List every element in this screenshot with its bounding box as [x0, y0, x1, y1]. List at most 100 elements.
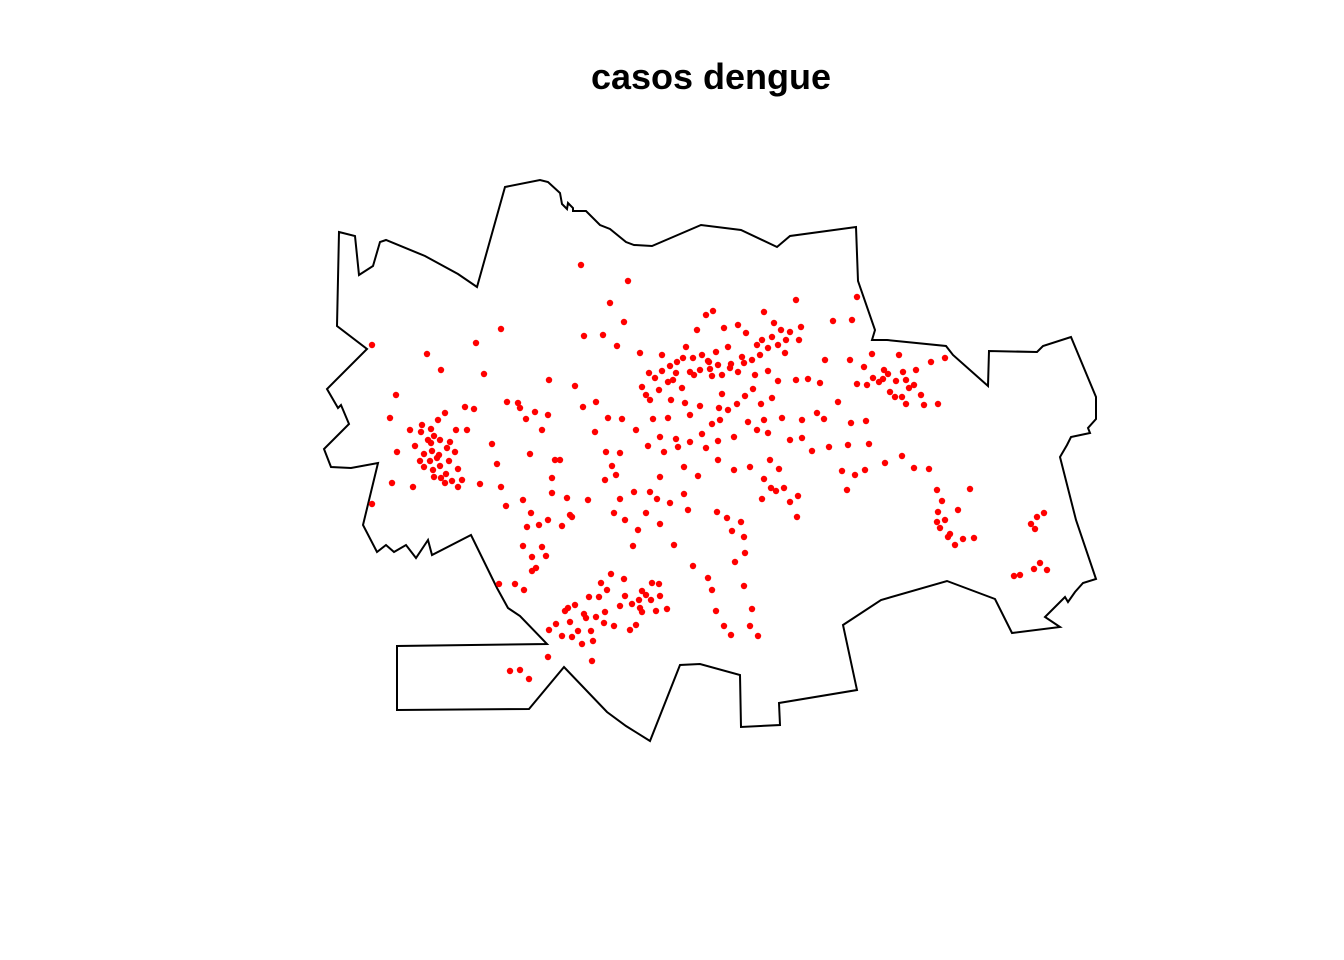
case-point	[712, 607, 720, 615]
case-point	[454, 465, 462, 473]
case-point	[881, 459, 889, 467]
case-point	[607, 570, 615, 578]
case-point	[476, 480, 484, 488]
case-point	[516, 404, 524, 412]
case-point	[767, 484, 775, 492]
case-point	[522, 415, 530, 423]
case-point	[516, 666, 524, 674]
case-point	[846, 356, 854, 364]
case-point	[642, 391, 650, 399]
case-point	[426, 457, 434, 465]
case-point	[689, 562, 697, 570]
case-point	[709, 307, 717, 315]
case-point	[599, 331, 607, 339]
case-point	[731, 558, 739, 566]
case-point	[638, 587, 646, 595]
case-point	[696, 402, 704, 410]
case-point	[624, 277, 632, 285]
case-point	[669, 376, 677, 384]
case-point	[638, 383, 646, 391]
case-point	[519, 542, 527, 550]
case-point	[1036, 559, 1044, 567]
case-point	[548, 474, 556, 482]
case-point	[863, 381, 871, 389]
case-point	[604, 414, 612, 422]
case-point	[566, 511, 574, 519]
case-point	[902, 400, 910, 408]
case-point	[1010, 572, 1018, 580]
case-point	[682, 343, 690, 351]
case-point	[406, 426, 414, 434]
case-point	[798, 434, 806, 442]
case-point	[577, 261, 585, 269]
case-point	[368, 341, 376, 349]
case-point	[768, 333, 776, 341]
case-point	[386, 414, 394, 422]
case-point	[544, 653, 552, 661]
case-point	[927, 358, 935, 366]
case-point	[740, 533, 748, 541]
case-point	[792, 296, 800, 304]
case-point	[899, 368, 907, 376]
case-point	[746, 622, 754, 630]
case-point	[621, 592, 629, 600]
case-point	[545, 626, 553, 634]
case-point	[436, 436, 444, 444]
case-point	[616, 449, 624, 457]
case-point	[635, 596, 643, 604]
case-point	[727, 631, 735, 639]
case-point	[910, 381, 918, 389]
case-point	[612, 471, 620, 479]
case-point	[886, 388, 894, 396]
case-point	[934, 508, 942, 516]
case-point	[756, 351, 764, 359]
case-point	[600, 619, 608, 627]
case-point	[843, 486, 851, 494]
case-point	[441, 409, 449, 417]
case-point	[636, 349, 644, 357]
case-point	[941, 516, 949, 524]
case-point	[585, 593, 593, 601]
case-point	[411, 442, 419, 450]
case-point	[601, 608, 609, 616]
case-point	[678, 384, 686, 392]
case-point	[720, 324, 728, 332]
case-point	[917, 391, 925, 399]
case-point	[742, 329, 750, 337]
case-point	[653, 495, 661, 503]
case-point	[737, 518, 745, 526]
case-point	[571, 601, 579, 609]
case-point	[648, 579, 656, 587]
case-point	[514, 399, 522, 407]
case-point	[813, 409, 821, 417]
case-point	[548, 489, 556, 497]
case-point	[825, 443, 833, 451]
case-point	[760, 308, 768, 316]
case-point	[838, 467, 846, 475]
case-point	[649, 415, 657, 423]
case-point	[642, 591, 650, 599]
case-point	[497, 325, 505, 333]
case-point	[770, 319, 778, 327]
case-point	[795, 336, 803, 344]
case-point	[574, 627, 582, 635]
case-point	[684, 506, 692, 514]
case-point	[656, 433, 664, 441]
map-title: casos dengue	[590, 56, 832, 97]
case-point	[696, 366, 704, 374]
case-point	[820, 415, 828, 423]
case-point	[744, 418, 752, 426]
case-point	[591, 428, 599, 436]
case-point	[525, 675, 533, 683]
case-point	[588, 657, 596, 665]
case-point	[673, 358, 681, 366]
case-point	[368, 500, 376, 508]
case-point	[564, 604, 572, 612]
case-point	[646, 488, 654, 496]
case-point	[715, 404, 723, 412]
case-point	[597, 579, 605, 587]
case-point	[708, 372, 716, 380]
case-point	[734, 321, 742, 329]
case-point	[925, 465, 933, 473]
case-point	[472, 339, 480, 347]
